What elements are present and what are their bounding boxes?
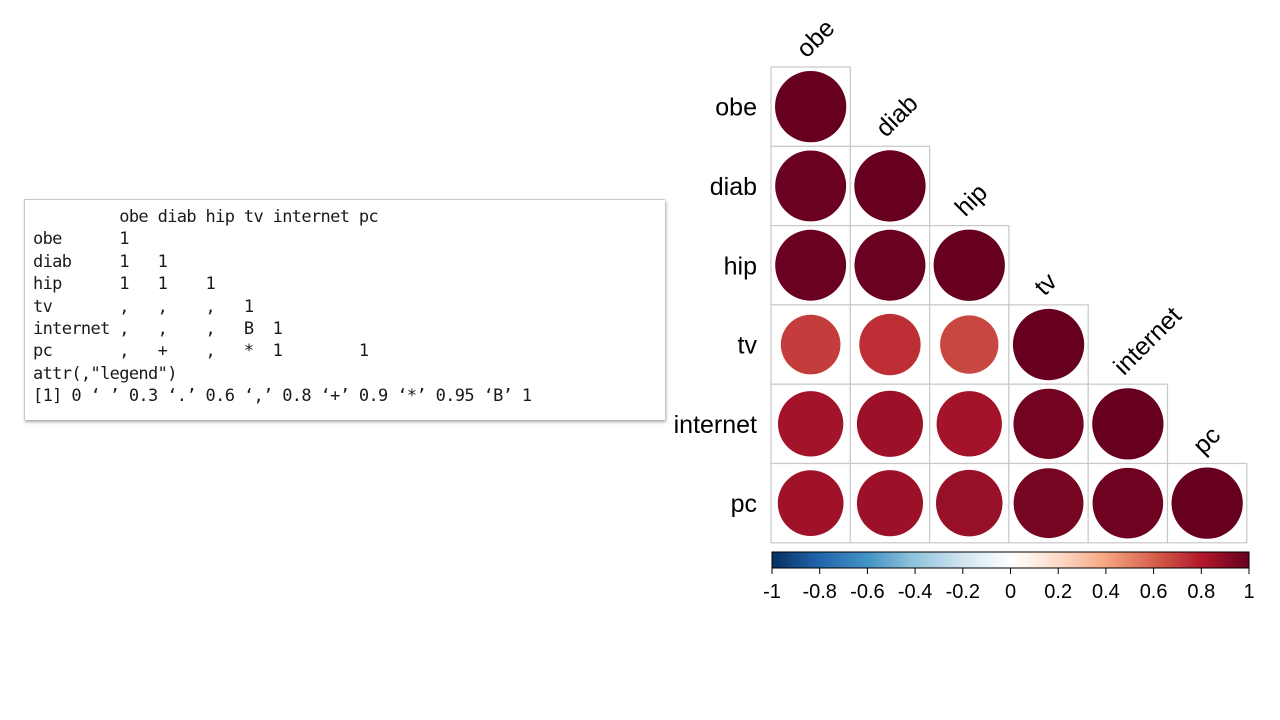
row-label: obe xyxy=(715,94,757,122)
colorbar-tick-label: 1 xyxy=(1243,581,1254,603)
console-line: [1] 0 ‘ ’ 0.3 ‘.’ 0.6 ‘,’ 0.8 ‘+’ 0.9 ‘*… xyxy=(33,386,532,407)
corr-circle-diab-obe xyxy=(775,150,847,222)
colorbar-tick-label: 0.8 xyxy=(1187,581,1215,603)
row-label: hip xyxy=(724,252,757,280)
console-line: attr(,"legend") xyxy=(33,363,177,384)
corr-circle-pc-hip xyxy=(936,469,1003,537)
corr-circle-internet-diab xyxy=(856,390,924,457)
colorbar-tick-label: 0 xyxy=(1005,581,1016,603)
corr-circle-hip-hip xyxy=(933,229,1005,301)
corr-circle-pc-obe xyxy=(777,470,844,537)
console-line: pc , + , * 1 1 xyxy=(33,341,369,362)
console-line: tv , , , 1 xyxy=(33,296,254,317)
row-label: tv xyxy=(738,332,758,360)
corr-circle-internet-obe xyxy=(777,391,844,457)
row-label: internet xyxy=(674,411,757,439)
corr-circle-internet-tv xyxy=(1013,388,1084,459)
corr-circle-pc-tv xyxy=(1013,468,1084,539)
column-label: pc xyxy=(1188,421,1226,459)
console-line: internet , , , B 1 xyxy=(33,319,283,340)
corr-circle-tv-hip xyxy=(940,315,999,374)
colorbar-tick-label: 0.2 xyxy=(1044,581,1072,603)
row-label: pc xyxy=(731,490,757,518)
row-label: diab xyxy=(710,173,757,201)
corr-circle-internet-hip xyxy=(936,391,1002,457)
corr-circle-tv-obe xyxy=(780,314,841,375)
corr-circle-pc-internet xyxy=(1092,467,1164,539)
corr-circle-hip-diab xyxy=(854,229,926,301)
column-label: tv xyxy=(1029,267,1063,301)
colorbar-tick-label: -0.2 xyxy=(946,581,980,603)
corr-circle-pc-diab xyxy=(856,470,924,537)
colorbar-tick-label: 0.4 xyxy=(1092,581,1120,603)
colorbar-tick-label: -1 xyxy=(763,581,781,603)
column-label: diab xyxy=(870,89,923,142)
corr-circle-hip-obe xyxy=(775,229,847,301)
console-line: diab 1 1 xyxy=(33,251,168,272)
corr-circle-internet-internet xyxy=(1092,388,1164,460)
console-line: obe diab hip tv internet pc xyxy=(33,207,379,227)
colorbar-tick-label: 0.6 xyxy=(1140,581,1168,603)
corr-circle-tv-tv xyxy=(1012,308,1085,381)
column-label: hip xyxy=(950,178,993,221)
corr-circle-tv-diab xyxy=(859,313,921,376)
console-line: hip 1 1 1 xyxy=(33,274,216,295)
corr-circle-pc-pc xyxy=(1171,467,1243,539)
colorbar-tick-label: -0.8 xyxy=(802,581,836,603)
console-text: obe diab hip tv internet pc obe 1 diab 1… xyxy=(33,206,532,408)
corr-circle-diab-diab xyxy=(854,150,926,222)
colorbar-tick-label: -0.4 xyxy=(898,581,932,603)
column-label: internet xyxy=(1108,302,1187,381)
corr-circle-obe-obe xyxy=(775,71,847,143)
colorbar xyxy=(771,551,1250,569)
colorbar-tick-label: -0.6 xyxy=(850,581,884,603)
console-line: obe 1 xyxy=(33,229,130,250)
column-label: obe xyxy=(791,14,840,63)
r-console-output: obe diab hip tv internet pc obe 1 diab 1… xyxy=(24,199,665,420)
